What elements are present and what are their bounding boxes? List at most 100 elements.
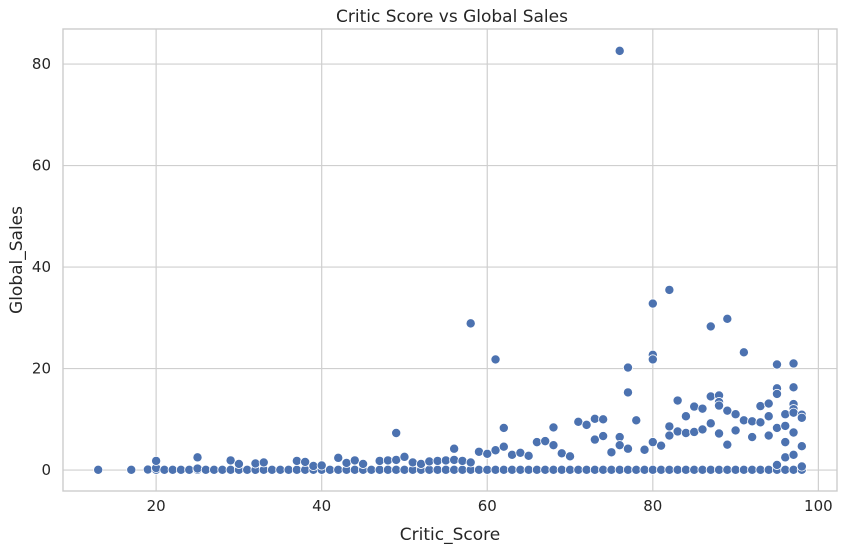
data-point [780,452,791,463]
data-point [647,464,658,475]
data-point [482,464,493,475]
data-point [556,448,567,459]
data-point [449,464,460,475]
data-point [631,464,642,475]
data-point [507,449,518,460]
data-point [738,347,749,358]
data-point [614,440,625,451]
x-tick-label: 60 [478,497,497,515]
data-point [473,446,484,457]
data-point [242,464,253,475]
data-point [457,464,468,475]
data-point [730,425,741,436]
data-point [540,464,551,475]
data-point [755,417,766,428]
data-point [581,419,592,430]
data-point [515,464,526,475]
data-point [432,464,443,475]
data-point [771,359,782,370]
data-point [283,464,294,475]
data-point [548,422,559,433]
data-point [449,454,460,465]
data-point [490,354,501,365]
data-point [780,420,791,431]
data-point [374,455,385,466]
data-point [697,464,708,475]
x-tick-label: 40 [312,497,331,515]
data-point [763,398,774,409]
data-point [622,387,633,398]
data-point [151,455,162,466]
data-point [432,455,443,466]
data-point [556,464,567,475]
data-point [548,464,559,475]
data-points [93,45,807,475]
data-point [672,426,683,437]
data-point [771,422,782,433]
data-point [664,284,675,295]
data-point [498,441,509,452]
data-point [267,464,278,475]
data-point [755,401,766,412]
grid [63,29,837,491]
data-point [589,434,600,445]
y-axis-label: Global_Sales [7,206,27,314]
data-point [788,427,799,438]
data-point [788,358,799,369]
data-point [515,447,526,458]
data-point [722,313,733,324]
data-point [788,407,799,418]
data-point [664,421,675,432]
data-point [606,447,617,458]
data-point [647,298,658,309]
data-point [449,443,460,454]
data-point [490,445,501,456]
data-point [763,430,774,441]
y-tick-label: 60 [32,157,51,175]
data-point [523,464,534,475]
data-point [192,463,203,474]
data-point [730,409,741,420]
data-point [622,443,633,454]
data-point [664,464,675,475]
data-point [440,464,451,475]
data-point [689,401,700,412]
data-point [200,464,211,475]
data-point [366,464,377,475]
data-point [341,457,352,468]
data-point [747,416,758,427]
data-point [705,464,716,475]
data-point [416,458,427,469]
data-point [796,441,807,452]
data-point [126,464,137,475]
data-point [482,448,493,459]
data-point [796,461,807,472]
data-point [333,464,344,475]
data-point [225,464,236,475]
y-tick-label: 0 [41,461,51,479]
data-point [788,464,799,475]
data-point [250,458,261,469]
data-point [763,464,774,475]
data-point [788,449,799,460]
data-point [589,413,600,424]
data-point [747,432,758,443]
data-point [796,412,807,423]
data-point [531,464,542,475]
data-point [738,464,749,475]
data-point [473,464,484,475]
data-point [664,430,675,441]
data-point [531,437,542,448]
data-point [498,422,509,433]
data-point [391,454,402,465]
data-point [465,457,476,468]
data-point [647,354,658,365]
data-point [705,321,716,332]
data-point [490,464,501,475]
data-point [358,458,369,469]
data-point [697,424,708,435]
data-point [225,455,236,466]
data-point [175,464,186,475]
data-point [457,455,468,466]
